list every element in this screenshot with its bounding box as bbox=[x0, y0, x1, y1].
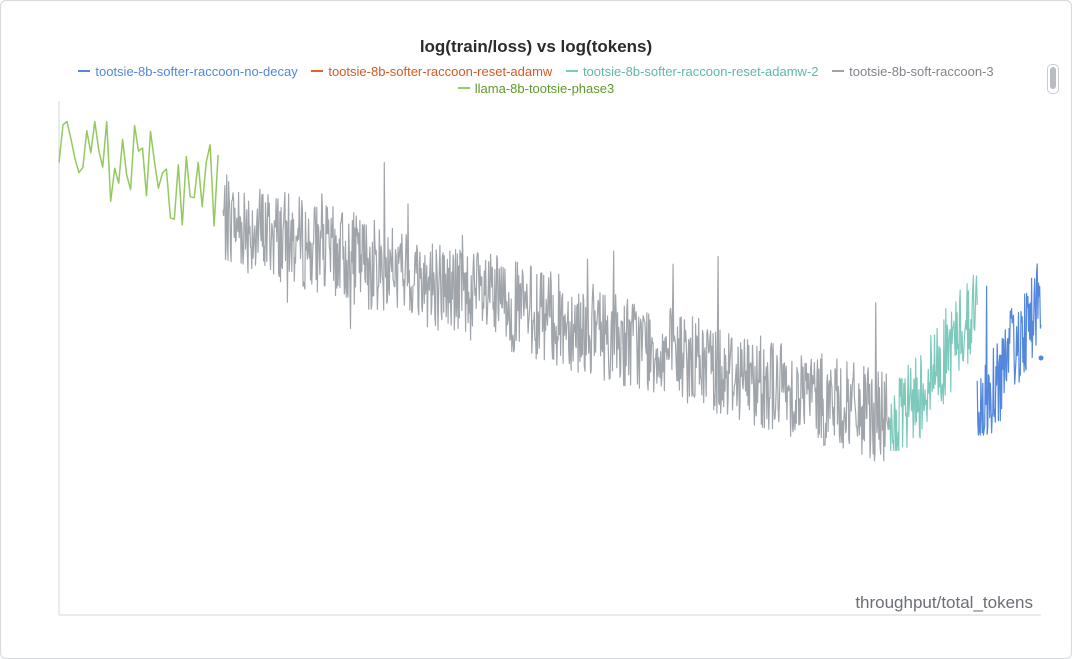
legend-item-reset-adamw-2[interactable]: tootsie-8b-softer-raccoon-reset-adamw-2 bbox=[565, 64, 819, 79]
series-line-tootsie-8b-soft-raccoon-3[interactable] bbox=[222, 162, 890, 462]
x-axis-label: throughput/total_tokens bbox=[855, 593, 1033, 612]
series-layer bbox=[58, 120, 1044, 462]
series-line-llama-8b-tootsie-phase3[interactable] bbox=[58, 120, 219, 227]
legend-swatch-reset-adamw-2 bbox=[565, 69, 578, 72]
legend-row-1: tootsie-8b-softer-raccoon-no-decay toots… bbox=[1, 64, 1071, 79]
legend-scrollbar[interactable] bbox=[1047, 64, 1059, 94]
legend-item-reset-adamw[interactable]: tootsie-8b-softer-raccoon-reset-adamw bbox=[311, 64, 552, 79]
legend-label-reset-adamw-2: tootsie-8b-softer-raccoon-reset-adamw-2 bbox=[582, 64, 819, 79]
chart-title: log(train/loss) vs log(tokens) bbox=[419, 37, 653, 56]
legend-swatch-soft-raccoon-3 bbox=[832, 69, 845, 72]
series-line-tootsie-8b-softer-raccoon-no-decay[interactable] bbox=[976, 263, 1042, 436]
legend-scrollbar-thumb[interactable] bbox=[1050, 67, 1056, 89]
legend-label-soft-raccoon-3: tootsie-8b-soft-raccoon-3 bbox=[849, 64, 994, 79]
series-line-tootsie-8b-softer-raccoon-reset-adamw-2[interactable] bbox=[888, 274, 978, 452]
legend-swatch-phase3 bbox=[457, 86, 470, 89]
legend-label-reset-adamw: tootsie-8b-softer-raccoon-reset-adamw bbox=[328, 64, 553, 79]
legend-row-2: llama-8b-tootsie-phase3 bbox=[1, 81, 1071, 96]
legend-swatch-reset-adamw bbox=[311, 69, 324, 72]
legend-label-phase3: llama-8b-tootsie-phase3 bbox=[474, 81, 615, 96]
legend-item-phase3[interactable]: llama-8b-tootsie-phase3 bbox=[457, 81, 615, 96]
legend-swatch-no-decay bbox=[78, 69, 91, 72]
series-end-marker bbox=[1038, 355, 1044, 361]
legend-label-no-decay: tootsie-8b-softer-raccoon-no-decay bbox=[95, 64, 298, 79]
legend-item-soft-raccoon-3[interactable]: tootsie-8b-soft-raccoon-3 bbox=[832, 64, 994, 79]
legend-item-no-decay[interactable]: tootsie-8b-softer-raccoon-no-decay bbox=[78, 64, 298, 79]
